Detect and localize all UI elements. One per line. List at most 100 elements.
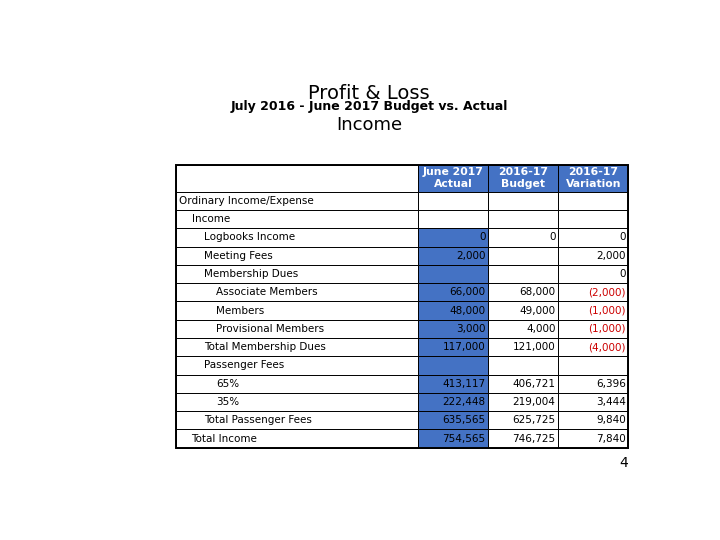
Text: 0: 0 <box>479 232 485 242</box>
Text: 222,448: 222,448 <box>443 397 485 407</box>
Bar <box>488 356 559 375</box>
Text: 2,000: 2,000 <box>596 251 626 261</box>
Text: 6,396: 6,396 <box>596 379 626 389</box>
Text: 406,721: 406,721 <box>513 379 556 389</box>
Bar <box>176 338 418 356</box>
Bar <box>559 411 629 429</box>
Bar <box>559 283 629 301</box>
Text: Profit & Loss: Profit & Loss <box>308 84 430 103</box>
Bar <box>488 246 559 265</box>
Bar <box>559 246 629 265</box>
Text: Income: Income <box>192 214 230 224</box>
Bar <box>488 429 559 448</box>
Text: Members: Members <box>216 306 264 315</box>
Bar <box>418 283 488 301</box>
Text: (2,000): (2,000) <box>588 287 626 297</box>
Bar <box>559 393 629 411</box>
Bar <box>176 283 418 301</box>
Bar <box>176 301 418 320</box>
Text: 625,725: 625,725 <box>513 415 556 426</box>
Bar <box>176 246 418 265</box>
Text: Membership Dues: Membership Dues <box>204 269 298 279</box>
Bar <box>418 165 488 192</box>
Bar <box>176 165 418 192</box>
Bar <box>418 411 488 429</box>
Bar <box>559 356 629 375</box>
Bar <box>418 429 488 448</box>
Bar <box>418 228 488 246</box>
Bar <box>176 228 418 246</box>
Bar <box>559 375 629 393</box>
Text: 2016-17
Variation: 2016-17 Variation <box>566 167 621 190</box>
Text: Total Membership Dues: Total Membership Dues <box>204 342 325 352</box>
Bar <box>488 301 559 320</box>
Bar <box>559 301 629 320</box>
Bar <box>176 320 418 338</box>
Text: Associate Members: Associate Members <box>216 287 318 297</box>
Text: Total Passenger Fees: Total Passenger Fees <box>204 415 312 426</box>
Bar <box>488 210 559 228</box>
Bar <box>559 429 629 448</box>
Bar <box>559 338 629 356</box>
Bar <box>559 228 629 246</box>
Bar <box>488 192 559 210</box>
Text: 413,117: 413,117 <box>443 379 485 389</box>
Text: (4,000): (4,000) <box>588 342 626 352</box>
Bar <box>488 265 559 283</box>
Bar <box>418 210 488 228</box>
Bar <box>176 356 418 375</box>
Bar <box>418 356 488 375</box>
Bar <box>176 393 418 411</box>
Bar <box>488 165 559 192</box>
Bar <box>176 210 418 228</box>
Bar <box>418 301 488 320</box>
Bar <box>488 228 559 246</box>
Bar <box>418 375 488 393</box>
Text: 7,840: 7,840 <box>596 434 626 443</box>
Text: Logbooks Income: Logbooks Income <box>204 232 295 242</box>
Text: 4: 4 <box>620 456 629 470</box>
Text: 117,000: 117,000 <box>443 342 485 352</box>
Text: 0: 0 <box>619 232 626 242</box>
Bar <box>488 320 559 338</box>
Text: Provisional Members: Provisional Members <box>216 324 324 334</box>
Text: 35%: 35% <box>216 397 239 407</box>
Bar <box>176 375 418 393</box>
Text: 0: 0 <box>619 269 626 279</box>
Bar <box>488 411 559 429</box>
Bar <box>559 210 629 228</box>
Text: 3,000: 3,000 <box>456 324 485 334</box>
Text: June 2017
Actual: June 2017 Actual <box>423 167 484 190</box>
Text: (1,000): (1,000) <box>588 324 626 334</box>
Text: 754,565: 754,565 <box>443 434 485 443</box>
Bar <box>176 265 418 283</box>
Text: 219,004: 219,004 <box>513 397 556 407</box>
Bar <box>559 192 629 210</box>
Bar <box>418 246 488 265</box>
Text: (1,000): (1,000) <box>588 306 626 315</box>
Text: 65%: 65% <box>216 379 239 389</box>
Text: 66,000: 66,000 <box>449 287 485 297</box>
Bar <box>418 192 488 210</box>
Text: 49,000: 49,000 <box>520 306 556 315</box>
Text: July 2016 - June 2017 Budget vs. Actual: July 2016 - June 2017 Budget vs. Actual <box>230 100 508 113</box>
Text: Income: Income <box>336 116 402 133</box>
Bar <box>176 411 418 429</box>
Text: 9,840: 9,840 <box>596 415 626 426</box>
Bar <box>488 375 559 393</box>
Bar <box>418 320 488 338</box>
Bar <box>559 165 629 192</box>
Text: 2016-17
Budget: 2016-17 Budget <box>498 167 549 190</box>
Bar <box>176 165 629 448</box>
Text: 2,000: 2,000 <box>456 251 485 261</box>
Bar <box>418 393 488 411</box>
Text: 746,725: 746,725 <box>513 434 556 443</box>
Bar <box>176 192 418 210</box>
Bar <box>559 265 629 283</box>
Text: Passenger Fees: Passenger Fees <box>204 360 284 370</box>
Text: Meeting Fees: Meeting Fees <box>204 251 273 261</box>
Text: 4,000: 4,000 <box>526 324 556 334</box>
Bar <box>176 429 418 448</box>
Text: Total Income: Total Income <box>192 434 258 443</box>
Text: 635,565: 635,565 <box>443 415 485 426</box>
